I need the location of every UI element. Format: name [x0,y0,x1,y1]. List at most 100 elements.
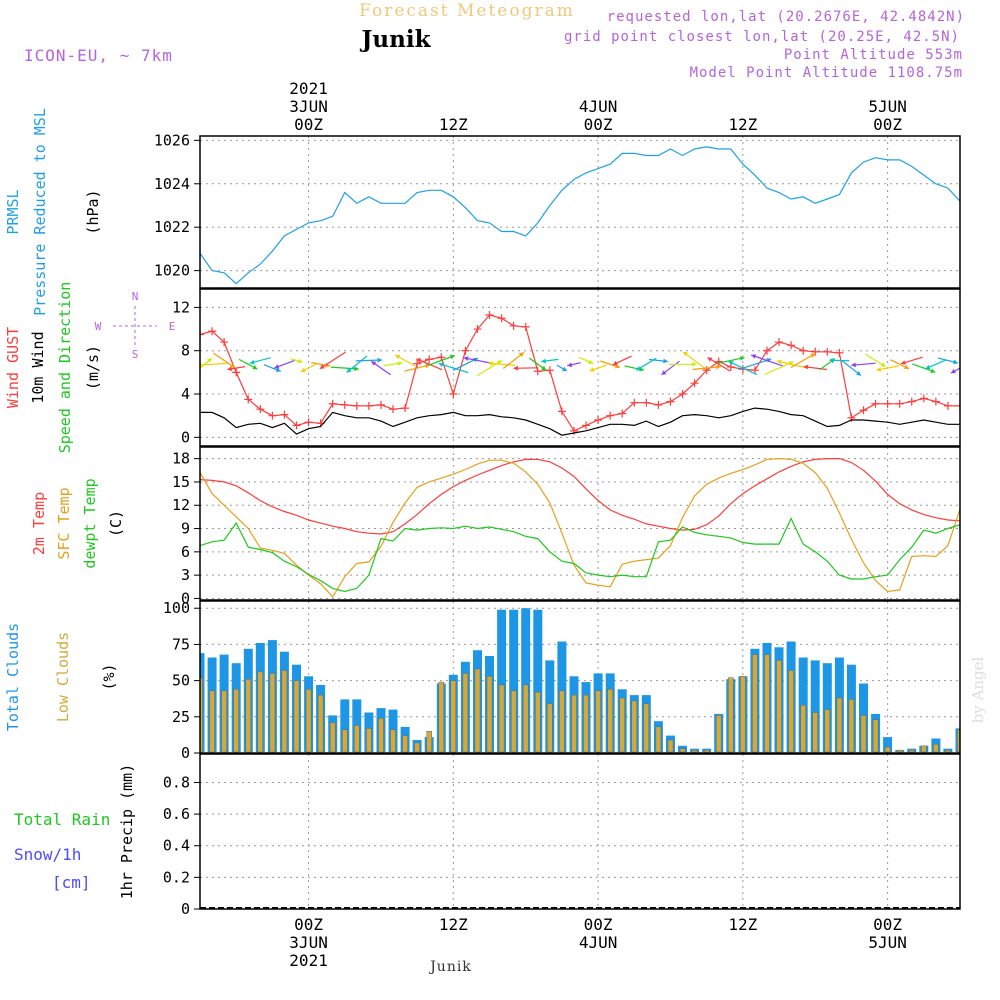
gust-marker [750,366,759,375]
clouds-bar-low-clouds [317,694,324,753]
wind-plot-area [200,310,1000,436]
wind-arrow-head [541,358,546,364]
temperature-plot-area [200,457,960,598]
wind-arrow [319,351,346,370]
wind-arrow [200,357,213,369]
clouds-bar-low-clouds [619,697,625,753]
clouds-bar-low-clouds [691,749,698,753]
wind-arrow-head [716,364,721,370]
clouds-unit: (%) [100,663,118,690]
clouds-bar-low-clouds [245,678,252,753]
clouds-bar-low-clouds [908,749,915,753]
watermark: by Angel [969,656,987,723]
gust-marker [509,321,518,330]
gust-marker [618,409,627,418]
wind-arrow-head [513,365,518,371]
precip-ytick-label: 0.6 [163,805,190,823]
clouds-bar-low-clouds [994,702,999,752]
wind-arrow-head [876,367,882,372]
clouds-bar-low-clouds [498,684,505,753]
time-label-bottom: 2021 [289,951,328,970]
clouds-bar-low-clouds [872,719,879,753]
clouds-bar-low-clouds [607,689,613,753]
wind-arrow-head [519,352,524,357]
wind-arrow-head [541,365,547,371]
wind-arrow-head [588,359,594,364]
gust-marker [340,400,349,409]
time-label-top: 4JUN [579,97,618,116]
gust-marker [775,338,784,347]
wind-arrow-head [925,364,931,370]
clouds-bar-low-clouds [631,700,638,753]
gust-marker [220,338,229,347]
wind-unit: (m/s) [84,345,102,390]
wind-series-10m-wind [200,407,960,436]
gust-marker [606,411,615,420]
wind-arrow-head [397,361,403,366]
clouds-ytick-label: 0 [181,744,190,762]
clouds-bar-low-clouds [957,729,960,753]
clouds-bar-low-clouds [378,718,384,753]
gust-marker [823,347,832,356]
wind-arrow-head [953,359,958,365]
gust-marker [461,346,470,355]
pressure-ytick-label: 1024 [154,175,190,193]
clouds-bar-low-clouds [933,744,939,753]
compass-n: N [132,290,139,303]
wind-panel: 0 4 8 12 N S E W Wind GUST 10m Wind Speed and Dire… [4,282,1000,453]
clouds-bar-low-clouds [547,703,553,753]
clouds-bar-total-clouds [497,609,507,752]
pressure-title-line: Pressure Reduced to MSL [31,108,49,316]
precip-ytick-label: 0.2 [163,868,190,886]
wind-ytick-label: 4 [181,385,190,403]
clouds-bar-low-clouds [776,660,782,753]
wind-arrow-head [227,366,232,372]
wind-arrow [959,361,960,364]
clouds-bar-low-clouds [679,748,686,753]
legend-rain: Total Rain [14,810,110,829]
legend-snow-unit: [cm] [52,873,91,892]
time-label-top: 00Z [873,115,902,134]
time-label-bottom: 12Z [439,915,468,934]
clouds-bar-low-clouds [535,691,541,753]
precip-ytick-label: 0.4 [163,837,190,855]
wind-arrow-head [567,362,573,368]
wind-arrow-head [728,361,734,366]
clouds-bar-low-clouds [703,749,710,753]
gust-marker [956,401,960,410]
clouds-bar-low-clouds [390,729,396,753]
compass-e: E [169,320,176,333]
clouds-bar-low-clouds [522,684,529,753]
clouds-frame [199,600,961,754]
pressure-frame [199,135,961,289]
pressure-title-line: PRMSL [4,189,22,234]
gust-marker [328,399,337,408]
time-label-bottom: 00Z [584,915,613,934]
wind-ytick-label: 12 [172,298,190,316]
clouds-bar-total-clouds [533,609,543,752]
clouds-bar-low-clouds [414,742,420,753]
wind-arrow [751,354,783,367]
pressure-unit: (hPa) [84,189,102,234]
gust-marker [292,421,301,430]
gust-marker [232,368,241,377]
gust-marker [352,401,361,410]
clouds-bar-low-clouds [788,670,794,753]
wind-arrow-head [751,354,757,359]
wind-arrow-head [562,366,567,371]
gust-marker [931,397,940,406]
gust-marker [545,366,554,375]
gust-marker [485,310,494,319]
wind-arrow [996,354,1000,374]
gust-marker [521,322,530,331]
gust-marker [919,394,928,403]
clouds-bar-low-clouds [402,735,408,753]
pressure-series-prmsl [200,146,960,285]
gust-marker [473,325,482,334]
clouds-ytick-label: 75 [172,635,190,653]
gust-marker [557,407,566,416]
gust-marker [943,401,952,410]
gust-marker [413,359,422,368]
clouds-bar-low-clouds [752,654,758,753]
